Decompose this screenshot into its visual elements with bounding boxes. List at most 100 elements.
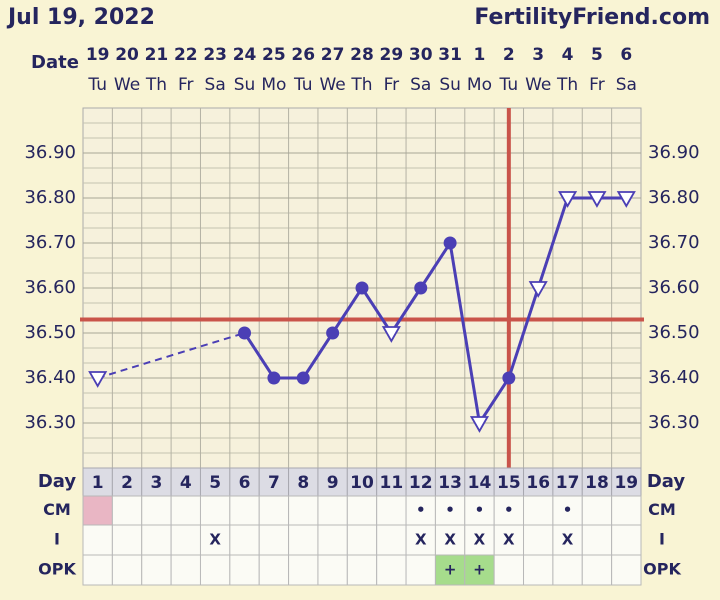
weekday-label: Fr xyxy=(589,75,605,95)
y-tick-label: 36.90 xyxy=(24,142,76,163)
cell xyxy=(82,495,113,526)
site-name: FertilityFriend.com xyxy=(474,5,710,30)
cell-mark: X xyxy=(415,531,427,549)
day-number: 11 xyxy=(380,473,404,493)
cell xyxy=(170,495,201,526)
day-number: 10 xyxy=(350,473,374,493)
date-label: 30 xyxy=(409,45,433,65)
cell-mark: • xyxy=(445,501,455,519)
cell xyxy=(258,554,290,586)
cell xyxy=(346,524,378,556)
date-label: 23 xyxy=(203,45,227,65)
cell xyxy=(111,554,143,586)
y-tick-label-right: 36.80 xyxy=(648,187,700,208)
date-label: 28 xyxy=(350,45,374,65)
day-cell xyxy=(199,467,231,497)
cell xyxy=(199,554,231,586)
weekday-label: We xyxy=(319,75,345,95)
row-label: CM xyxy=(43,500,71,519)
weekday-label: Sa xyxy=(205,75,226,95)
cell xyxy=(199,524,231,556)
cell xyxy=(288,524,319,556)
cell xyxy=(493,554,525,586)
weekday-label: Sa xyxy=(410,75,431,95)
cell xyxy=(376,524,407,556)
cell xyxy=(82,524,113,556)
day-number: 12 xyxy=(409,473,433,493)
cell xyxy=(611,495,642,526)
cell xyxy=(288,554,319,586)
date-label: 29 xyxy=(380,45,404,65)
y-tick-label-right: 36.40 xyxy=(648,367,700,388)
y-tick-label-right: 36.30 xyxy=(648,412,700,433)
date-label: 26 xyxy=(291,45,315,65)
y-tick-label: 36.40 xyxy=(24,367,76,388)
day-number: 17 xyxy=(556,473,580,493)
cell xyxy=(405,495,436,526)
day-number: 5 xyxy=(209,473,221,493)
temp-point xyxy=(326,326,340,340)
cell xyxy=(346,495,378,526)
cell-mark: • xyxy=(504,501,514,519)
day-number: 16 xyxy=(526,473,550,493)
temp-point xyxy=(355,281,369,295)
temp-point-open xyxy=(558,191,578,208)
cell xyxy=(611,524,642,556)
date-label: 20 xyxy=(115,45,139,65)
date-label: 5 xyxy=(591,45,603,65)
y-tick-label-right: 36.60 xyxy=(648,277,700,298)
weekday-label: Sa xyxy=(616,75,637,95)
weekday-label: Tu xyxy=(87,75,107,95)
cell xyxy=(611,554,642,586)
cell xyxy=(493,495,525,526)
weekday-label: Fr xyxy=(384,75,400,95)
cell xyxy=(376,554,407,586)
weekday-label: Th xyxy=(556,75,578,95)
cell xyxy=(317,524,348,556)
cell xyxy=(581,495,613,526)
y-tick-label-right: 36.90 xyxy=(648,142,700,163)
day-number: 8 xyxy=(297,473,309,493)
gap-connector xyxy=(97,332,245,379)
cell xyxy=(346,554,378,586)
row-label-right: OPK xyxy=(643,560,681,579)
day-number: 1 xyxy=(92,473,104,493)
day-number: 6 xyxy=(239,473,251,493)
cell xyxy=(111,524,143,556)
chart-date: Jul 19, 2022 xyxy=(6,5,155,30)
date-label: 19 xyxy=(86,45,110,65)
cell xyxy=(376,495,407,526)
row-label-right: I xyxy=(659,530,665,549)
temperature-line xyxy=(243,196,627,428)
row-label-right: CM xyxy=(648,500,676,519)
day-cell xyxy=(376,467,407,497)
cell xyxy=(170,524,201,556)
cell-mark: X xyxy=(474,531,486,549)
temp-point-open xyxy=(469,416,490,433)
day-cell xyxy=(611,467,642,497)
day-cell xyxy=(141,467,172,497)
date-label: 31 xyxy=(438,45,462,65)
day-number: 19 xyxy=(614,473,638,493)
y-tick-label: 36.80 xyxy=(24,187,76,208)
weekday-label: Th xyxy=(350,75,372,95)
day-number: 2 xyxy=(121,473,133,493)
y-tick-label-right: 36.70 xyxy=(648,232,700,253)
cell xyxy=(523,554,554,586)
day-cell xyxy=(405,467,436,497)
weekday-label: Tu xyxy=(293,75,313,95)
cell xyxy=(493,524,525,556)
day-number: 13 xyxy=(438,473,462,493)
day-number: 9 xyxy=(327,473,339,493)
cell-mark: X xyxy=(444,531,456,549)
cell xyxy=(258,524,290,556)
temp-point-open xyxy=(381,326,401,343)
cell xyxy=(464,554,495,586)
day-number: 4 xyxy=(180,473,192,493)
temp-point xyxy=(296,371,310,385)
day-number: 3 xyxy=(150,473,162,493)
cell xyxy=(523,495,554,526)
cell xyxy=(141,554,172,586)
